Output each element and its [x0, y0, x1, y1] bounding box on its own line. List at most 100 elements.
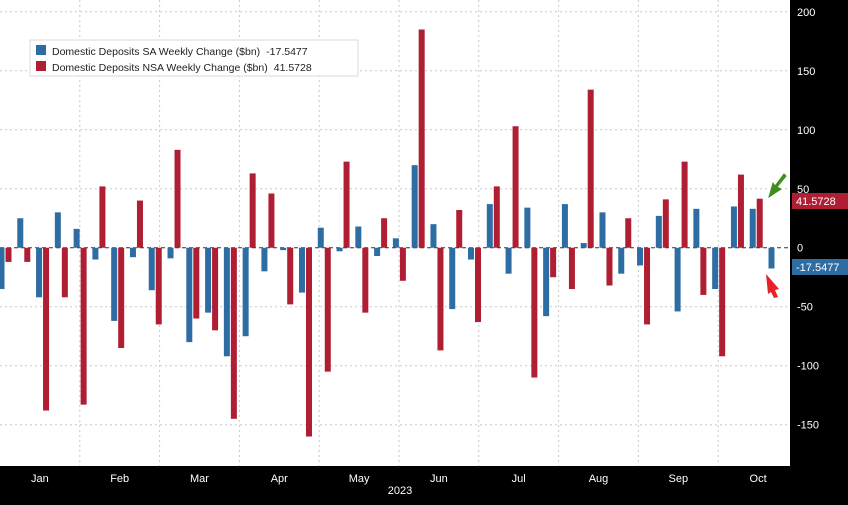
sa-bar: [693, 208, 700, 248]
sa-bar: [129, 247, 136, 258]
x-tick-label: Sep: [668, 473, 688, 485]
x-tick-label: Jul: [512, 473, 526, 485]
sa-bar: [148, 247, 155, 291]
sa-bar: [261, 247, 268, 272]
nsa-bar: [418, 29, 425, 248]
x-tick-label: May: [349, 473, 370, 485]
legend-swatch-sa: [36, 45, 46, 55]
x-tick-label: Mar: [190, 473, 209, 485]
nsa-bar: [662, 199, 669, 248]
y-tick-label: -50: [797, 302, 813, 314]
nsa-bar: [399, 247, 406, 281]
sa-bar: [449, 247, 456, 310]
nsa-bar: [587, 89, 594, 248]
x-tick-label: Jan: [31, 473, 49, 485]
nsa-bar: [475, 247, 482, 323]
nsa-last-value-box: [792, 193, 848, 209]
nsa-bar: [737, 174, 744, 248]
nsa-bar: [756, 198, 763, 248]
sa-bar: [54, 212, 61, 248]
sa-bar: [749, 208, 756, 248]
sa-bar: [768, 247, 775, 269]
sa-bar: [298, 247, 305, 293]
sa-bar: [392, 238, 399, 248]
nsa-bar: [193, 247, 200, 319]
nsa-bar: [287, 247, 294, 305]
sa-bar: [486, 204, 493, 248]
nsa-bar: [118, 247, 125, 349]
nsa-bar: [456, 209, 463, 248]
nsa-bar: [80, 247, 87, 405]
sa-last-value-label: -17.5477: [796, 262, 839, 274]
nsa-bar: [568, 247, 575, 290]
x-tick-label: Jun: [430, 473, 448, 485]
nsa-bar: [700, 247, 707, 295]
sa-bar: [36, 247, 43, 298]
legend: Domestic Deposits SA Weekly Change ($bn)…: [29, 39, 359, 77]
sa-bar: [167, 247, 174, 259]
sa-bar: [674, 247, 681, 312]
sa-bar: [205, 247, 212, 313]
nsa-bar: [362, 247, 369, 313]
nsa-bar: [268, 193, 275, 248]
y-tick-label: 200: [797, 7, 815, 19]
sa-bar: [0, 247, 5, 290]
legend-box: [29, 39, 359, 77]
sa-bar: [92, 247, 99, 260]
green-arrow-icon: [768, 173, 787, 199]
sa-bar: [468, 247, 475, 260]
x-tick-label: Aug: [589, 473, 609, 485]
sa-bar: [637, 247, 644, 266]
nsa-bar: [719, 247, 726, 357]
sa-bar: [599, 212, 606, 248]
sa-bar: [430, 224, 437, 248]
sa-bar: [543, 247, 550, 317]
y-tick-label: 0: [797, 243, 803, 255]
nsa-bar: [550, 247, 557, 278]
nsa-bar: [249, 173, 256, 248]
nsa-bar: [324, 247, 331, 372]
sa-bar: [505, 247, 512, 274]
nsa-bar: [174, 149, 181, 248]
sa-bar: [618, 247, 625, 274]
nsa-bar: [136, 200, 143, 248]
nsa-bar: [681, 161, 688, 248]
axis-layer: -150 -100 -50 0 50 100 150 200 Jan Feb Mar Apr May Ju…: [31, 7, 819, 485]
sa-last-value-box: [792, 259, 848, 275]
nsa-last-value-label: 41.5728: [796, 196, 836, 208]
legend-label-sa: Domestic Deposits SA Weekly Change ($bn)…: [52, 46, 308, 58]
x-tick-label: Apr: [271, 473, 288, 485]
sa-bar: [355, 226, 362, 248]
sa-bar: [712, 247, 719, 290]
annotations: [766, 173, 787, 298]
x-tick-label: Feb: [110, 473, 129, 485]
y-tick-label: -100: [797, 361, 819, 373]
sa-bar: [655, 215, 662, 248]
red-arrow-icon: [766, 274, 779, 298]
sa-bar: [17, 218, 24, 248]
nsa-bar: [381, 218, 388, 248]
y-tick-label: -150: [797, 420, 819, 432]
nsa-bar: [493, 186, 500, 248]
nsa-bar: [24, 247, 31, 262]
y-tick-label: 150: [797, 66, 815, 78]
legend-label-nsa: Domestic Deposits NSA Weekly Change ($bn…: [52, 62, 312, 74]
sa-bar: [336, 247, 343, 252]
sa-bar: [730, 206, 737, 248]
nsa-bar: [212, 247, 219, 331]
sa-bar: [186, 247, 193, 343]
sa-bar: [561, 204, 568, 248]
sa-bar: [111, 247, 118, 321]
sa-bar: [317, 227, 324, 248]
nsa-bar: [5, 247, 12, 262]
sa-bar: [73, 228, 80, 248]
legend-swatch-nsa: [36, 61, 46, 71]
sa-bar: [242, 247, 249, 337]
nsa-bar: [343, 161, 350, 248]
nsa-bar: [99, 186, 106, 248]
nsa-bar: [230, 247, 237, 419]
nsa-bar: [61, 247, 68, 298]
sa-bar: [280, 247, 287, 251]
